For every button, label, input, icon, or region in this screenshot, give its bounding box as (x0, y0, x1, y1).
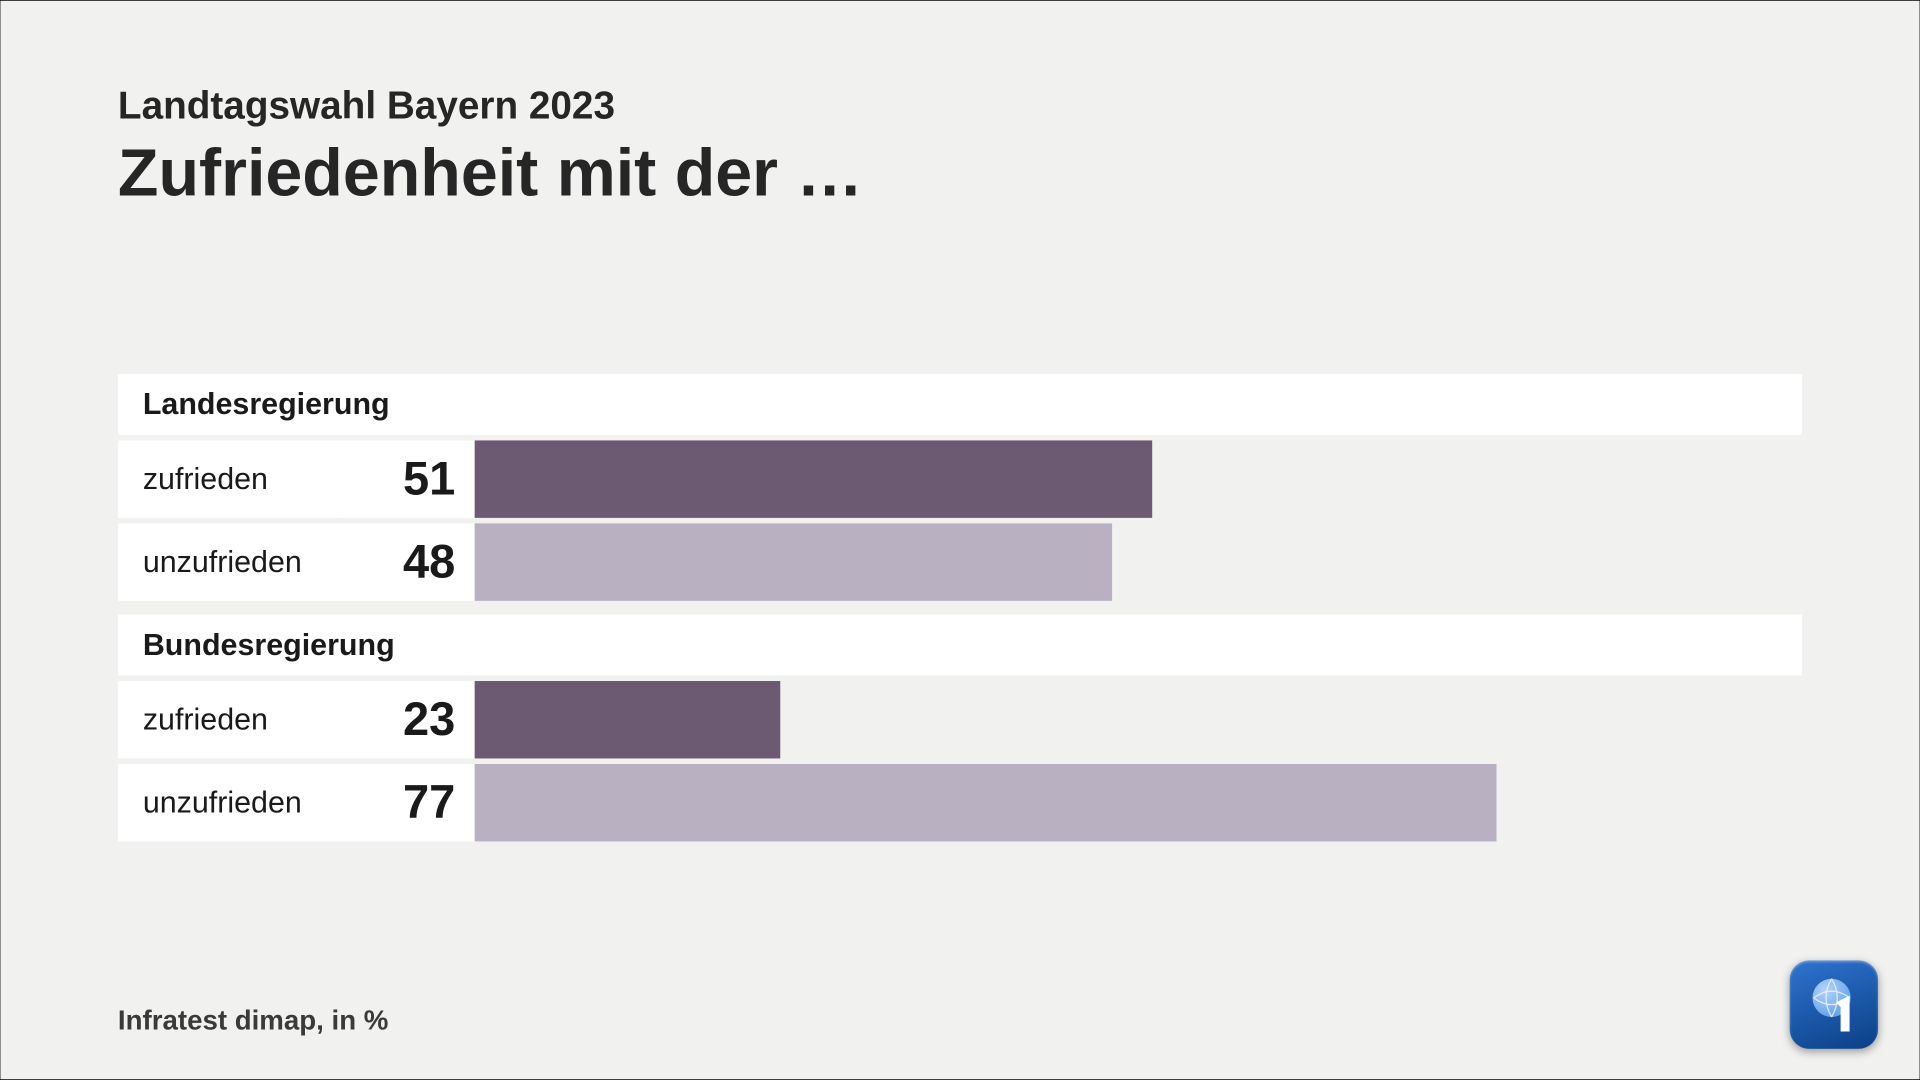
bar-row: unzufrieden77 (118, 764, 1802, 841)
row-value: 51 (336, 440, 474, 517)
bar-chart: Landesregierungzufrieden51unzufrieden48B… (118, 374, 1802, 913)
row-label: unzufrieden (118, 523, 336, 600)
bar-row: zufrieden23 (118, 681, 1802, 758)
bar (475, 681, 780, 758)
bar-track (475, 764, 1802, 841)
bar (475, 764, 1497, 841)
row-value: 48 (336, 523, 474, 600)
row-label: zufrieden (118, 681, 336, 758)
bar (475, 523, 1112, 600)
bar-row: unzufrieden48 (118, 523, 1802, 600)
row-label: unzufrieden (118, 764, 336, 841)
row-value: 23 (336, 681, 474, 758)
bar (475, 440, 1152, 517)
bar-row: zufrieden51 (118, 440, 1802, 517)
bar-track (475, 440, 1802, 517)
source-footer: Infratest dimap, in % (118, 1006, 388, 1038)
row-label: zufrieden (118, 440, 336, 517)
globe-one-icon (1798, 969, 1870, 1041)
group-header: Bundesregierung (118, 615, 1802, 676)
header: Landtagswahl Bayern 2023 Zufriedenheit m… (118, 84, 863, 213)
group-header: Landesregierung (118, 374, 1802, 435)
bar-track (475, 523, 1802, 600)
bar-track (475, 681, 1802, 758)
das-erste-logo-icon (1790, 960, 1878, 1048)
slide: Landtagswahl Bayern 2023 Zufriedenheit m… (0, 1, 1919, 1080)
suptitle: Landtagswahl Bayern 2023 (118, 84, 863, 128)
row-value: 77 (336, 764, 474, 841)
chart-title: Zufriedenheit mit der … (118, 136, 863, 212)
